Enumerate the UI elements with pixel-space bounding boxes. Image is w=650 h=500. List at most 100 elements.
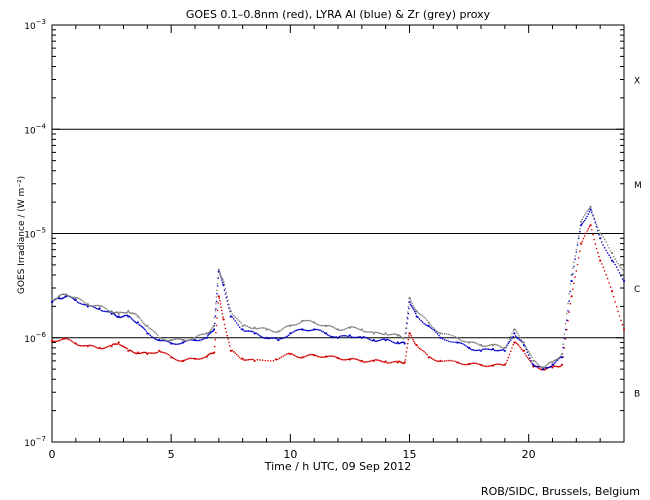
trace-dot	[432, 328, 434, 331]
trace-dot	[380, 339, 383, 341]
trace-dot	[393, 342, 396, 344]
trace-dot	[276, 331, 278, 334]
data-point	[325, 332, 328, 335]
trace-dot	[173, 338, 175, 341]
trace-dot	[282, 337, 284, 340]
trace-dot	[605, 241, 607, 243]
trace-dot	[356, 358, 359, 361]
trace-dot	[581, 218, 584, 221]
trace-dot	[409, 298, 412, 301]
data-point	[589, 208, 592, 211]
trace-dot	[435, 329, 437, 332]
data-point	[313, 321, 316, 324]
trace-dot	[84, 303, 86, 306]
trace-dot	[577, 235, 580, 237]
trace-dot	[563, 347, 566, 349]
trace-dot	[392, 341, 394, 344]
trace-dot	[252, 358, 254, 361]
trace-dot	[272, 360, 275, 362]
trace-dot	[140, 319, 143, 322]
trace-dot	[483, 345, 485, 348]
trace-dot	[555, 360, 557, 363]
trace-dot	[489, 365, 491, 367]
trace-dot	[603, 238, 606, 241]
trace-dot	[154, 352, 156, 354]
trace-dot	[564, 328, 567, 331]
trace-dot	[465, 341, 467, 343]
trace-dot	[549, 361, 551, 364]
data-point	[570, 279, 573, 283]
y-tick-label: 10−7	[24, 435, 46, 449]
trace-dot	[370, 360, 372, 362]
trace-dot	[308, 320, 311, 322]
data-point	[229, 310, 232, 313]
trace-dot	[374, 331, 377, 334]
trace-dot	[261, 359, 264, 362]
trace-dot	[234, 316, 236, 319]
trace-dot	[97, 304, 99, 307]
trace-dot	[81, 299, 83, 302]
trace-dot	[157, 334, 159, 337]
trace-dot	[563, 337, 566, 340]
trace-dot	[249, 358, 251, 361]
trace-dot	[516, 342, 518, 345]
trace-dot	[573, 261, 575, 264]
trace-dot	[346, 327, 348, 330]
trace-dot	[165, 352, 168, 355]
trace-dot	[554, 365, 556, 368]
trace-dot	[225, 291, 228, 294]
data-point	[589, 224, 592, 227]
trace-dot	[91, 344, 93, 347]
data-point	[403, 361, 406, 364]
trace-dot	[197, 339, 199, 342]
trace-dot	[121, 345, 124, 347]
trace-dot	[209, 329, 212, 332]
trace-dot	[617, 269, 619, 271]
trace-dot	[138, 323, 140, 326]
trace-dot	[420, 313, 422, 316]
trace-dot	[538, 367, 541, 370]
trace-dot	[436, 360, 439, 363]
trace-dot	[377, 339, 380, 342]
trace-dot	[176, 359, 178, 362]
trace-dot	[459, 342, 461, 344]
data-point	[456, 336, 459, 339]
trace-dot	[141, 326, 144, 329]
trace-dot	[71, 296, 74, 299]
trace-dot	[107, 309, 110, 312]
trace-dot	[418, 313, 421, 315]
trace-dot	[72, 298, 75, 300]
trace-dot	[81, 345, 83, 347]
trace-dot	[588, 226, 591, 228]
trace-dot	[501, 349, 503, 351]
data-point	[301, 319, 304, 322]
trace-dot	[168, 341, 171, 344]
trace-dot	[529, 352, 531, 355]
trace-dot	[343, 328, 345, 331]
trace-dot	[331, 355, 333, 357]
trace-dot	[82, 345, 85, 347]
data-point	[117, 341, 120, 344]
trace-dot	[292, 324, 295, 326]
trace-dot	[61, 338, 64, 341]
trace-dot	[134, 352, 137, 355]
trace-dot	[587, 209, 590, 211]
trace-dot	[429, 326, 431, 329]
trace-dot	[576, 244, 579, 246]
trace-dot	[592, 213, 594, 216]
trace-dot	[563, 333, 566, 335]
data-point	[503, 349, 506, 352]
trace-dot	[420, 348, 422, 351]
trace-dot	[359, 360, 362, 362]
trace-dot	[145, 330, 147, 332]
trace-dot	[530, 354, 532, 357]
trace-dot	[129, 316, 132, 319]
trace-dot	[517, 343, 519, 346]
trace-dot	[314, 354, 317, 357]
trace-dot	[326, 324, 329, 327]
trace-dot	[423, 322, 425, 325]
trace-dot	[346, 358, 348, 361]
trace-dot	[615, 305, 618, 308]
trace-dot	[362, 330, 365, 333]
trace-dot	[535, 361, 537, 363]
